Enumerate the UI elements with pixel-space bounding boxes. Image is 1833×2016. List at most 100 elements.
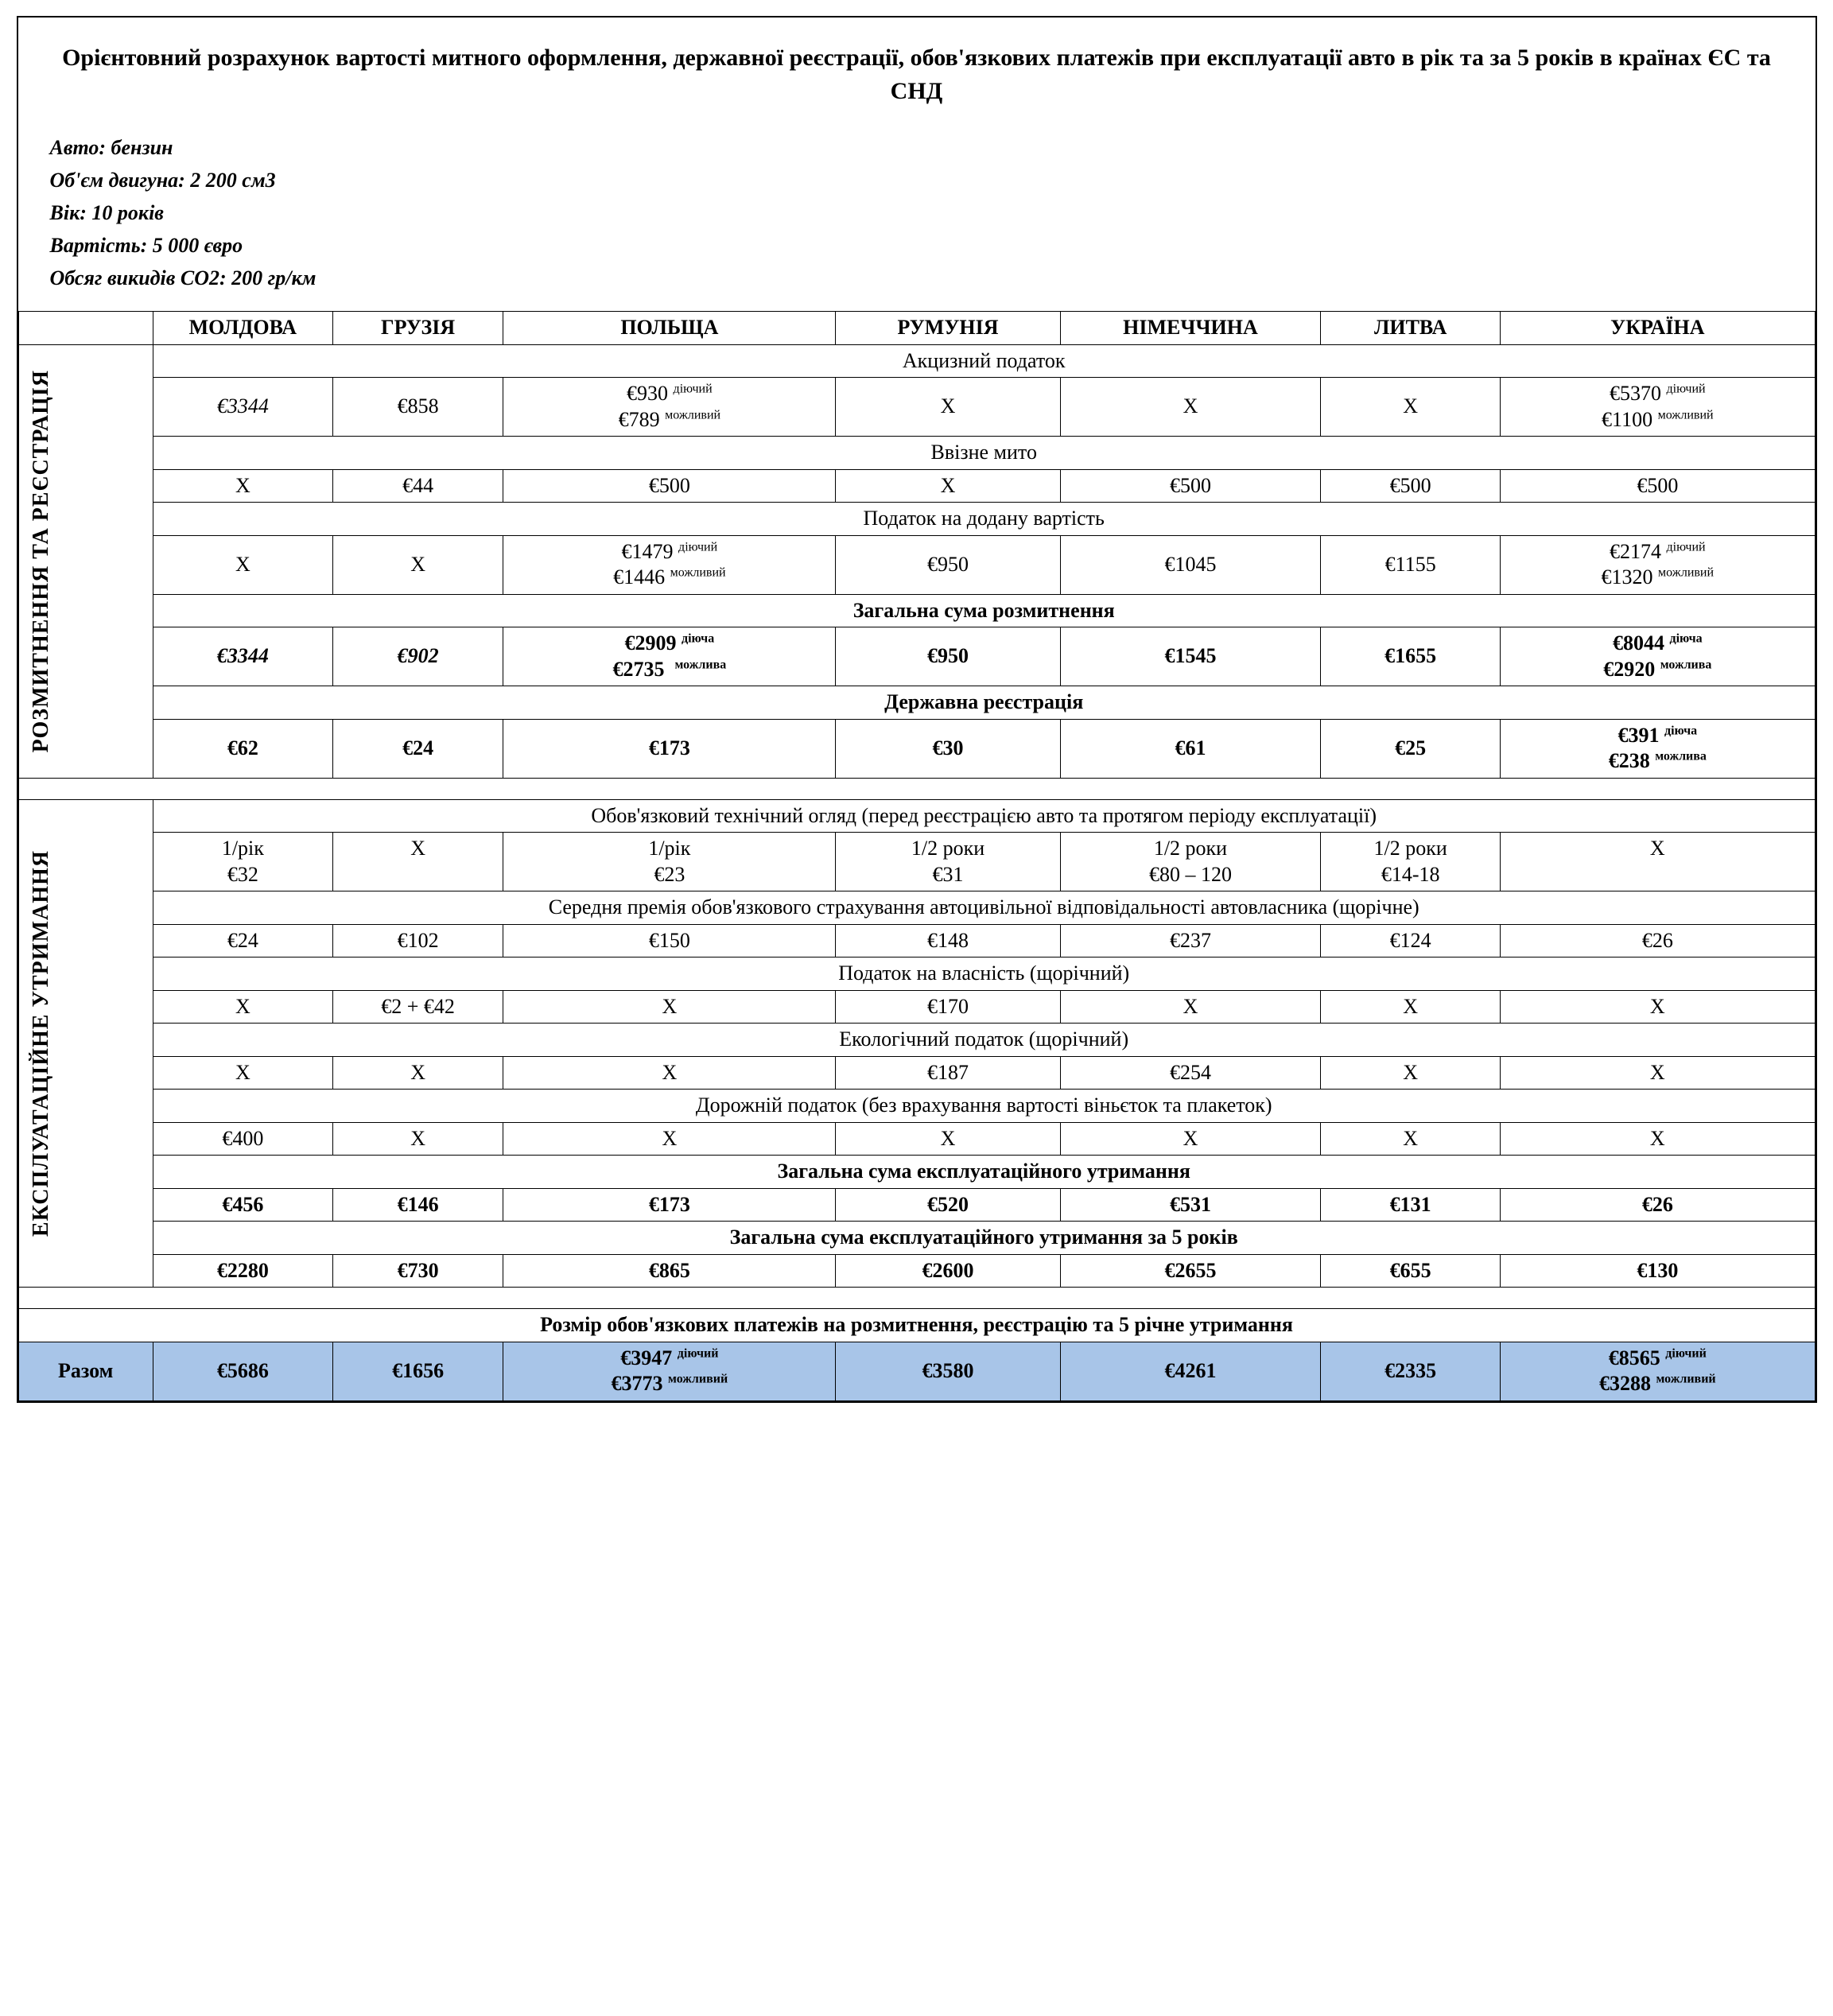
ins-pl: €150 (503, 924, 836, 958)
vat-ro: €950 (836, 535, 1060, 594)
vat-pl-b-sup: можливий (670, 565, 726, 579)
section1-label-text: РОЗМИТНЕННЯ ТА РЕЄСТРАЦІЯ (27, 370, 55, 752)
section2-label: ЕКСПЛУАТАЦІЙНЕ УТРИМАННЯ (18, 799, 153, 1288)
ctotal-ua-b: €2920 (1603, 658, 1655, 681)
ytotal-ro: €520 (836, 1188, 1060, 1222)
import-ua: €500 (1501, 469, 1815, 503)
vat-pl-a-sup: діючий (678, 540, 717, 554)
excise-pl: €930 діючий €789 можливий (503, 378, 836, 437)
excise-md: €3344 (153, 378, 332, 437)
final-row: Разом €5686 €1656 €3947 діючий €3773 мож… (18, 1342, 1815, 1400)
road-ua: Х (1501, 1122, 1815, 1156)
final-pl-a-sup: діючий (678, 1346, 719, 1360)
reg-ua: €391 діюча €238 можлива (1501, 719, 1815, 778)
vat-ua-b: €1320 (1602, 565, 1653, 588)
tech-de: 1/2 роки€80 – 120 (1060, 833, 1321, 891)
ins-header: Середня премія обов'язкового страхування… (153, 891, 1815, 925)
prop-lt: Х (1321, 990, 1501, 1024)
prop-ro: €170 (836, 990, 1060, 1024)
excise-ua-a: €5370 (1610, 382, 1661, 405)
vat-lt: €1155 (1321, 535, 1501, 594)
ytotal-ua: €26 (1501, 1188, 1815, 1222)
eco-ro: €187 (836, 1056, 1060, 1090)
t5-md: €2280 (153, 1254, 332, 1288)
final-label: Разом (18, 1342, 153, 1400)
header-block: Орієнтовний розрахунок вартості митного … (18, 17, 1816, 311)
total5-header-row: Загальна сума експлуатаційного утримання… (18, 1222, 1815, 1255)
vehicle-specs: Авто: бензин Об'єм двигуна: 2 200 см3 Ві… (50, 132, 1784, 293)
import-pl: €500 (503, 469, 836, 503)
spec-age: Вік: 10 років (50, 197, 1784, 228)
t5-ua: €130 (1501, 1254, 1815, 1288)
ctotal-ua-a: €8044 (1613, 631, 1664, 655)
ytotal-header-row: Загальна сума експлуатаційного утримання (18, 1156, 1815, 1189)
country-header-row: МОЛДОВА ГРУЗІЯ ПОЛЬЩА РУМУНІЯ НІМЕЧЧИНА … (18, 312, 1815, 345)
excise-lt: Х (1321, 378, 1501, 437)
section2-label-text: ЕКСПЛУАТАЦІЙНЕ УТРИМАННЯ (27, 850, 55, 1237)
vat-pl-a: €1479 (622, 540, 674, 563)
ctotal-pl-b: €2735 (612, 658, 664, 681)
tech-ge: Х (332, 833, 503, 891)
section1-label: РОЗМИТНЕННЯ ТА РЕЄСТРАЦІЯ (18, 344, 153, 778)
t5-de: €2655 (1060, 1254, 1321, 1288)
eco-header: Екологічний податок (щорічний) (153, 1024, 1815, 1057)
import-md: Х (153, 469, 332, 503)
document-title: Орієнтовний розрахунок вартості митного … (50, 41, 1784, 108)
excise-pl-b: €789 (619, 408, 660, 431)
vat-ua: €2174 діючий €1320 можливий (1501, 535, 1815, 594)
excise-ua: €5370 діючий €1100 можливий (1501, 378, 1815, 437)
final-lt: €2335 (1321, 1342, 1501, 1400)
vat-md: Х (153, 535, 332, 594)
import-de: €500 (1060, 469, 1321, 503)
vat-pl-b: €1446 (613, 565, 665, 588)
eco-pl: Х (503, 1056, 836, 1090)
vat-pl: €1479 діючий €1446 можливий (503, 535, 836, 594)
prop-header: Податок на власність (щорічний) (153, 958, 1815, 991)
ctotal-de: €1545 (1060, 627, 1321, 686)
prop-row: Х €2 + €42 Х €170 Х Х Х (18, 990, 1815, 1024)
ctotal-pl-b-sup: можлива (674, 658, 726, 671)
t5-lt: €655 (1321, 1254, 1501, 1288)
tech-de-b: €80 – 120 (1149, 863, 1232, 886)
ctotal-pl-a-sup: діюча (682, 631, 714, 645)
eco-de: €254 (1060, 1056, 1321, 1090)
customs-total-row: €3344 €902 €2909 діюча €2735 можлива €95… (18, 627, 1815, 686)
vat-ua-a-sup: діючий (1667, 540, 1706, 554)
road-de: Х (1060, 1122, 1321, 1156)
final-pl-b: €3773 (612, 1372, 663, 1395)
ins-de: €237 (1060, 924, 1321, 958)
ytotal-md: €456 (153, 1188, 332, 1222)
road-header-row: Дорожній податок (без врахування вартост… (18, 1090, 1815, 1123)
final-ro: €3580 (836, 1342, 1060, 1400)
ctotal-ro: €950 (836, 627, 1060, 686)
spacer-1 (18, 778, 1815, 799)
excise-row: €3344 €858 €930 діючий €789 можливий Х Х… (18, 378, 1815, 437)
import-header-row: Ввізне мито (18, 437, 1815, 470)
ctotal-ua-a-sup: діюча (1669, 631, 1702, 645)
tech-pl: 1/рік€23 (503, 833, 836, 891)
ytotal-row: €456 €146 €173 €520 €531 €131 €26 (18, 1188, 1815, 1222)
excise-header-row: РОЗМИТНЕННЯ ТА РЕЄСТРАЦІЯ Акцизний подат… (18, 344, 1815, 378)
country-md: МОЛДОВА (153, 312, 332, 345)
tech-md-b: €32 (227, 863, 258, 886)
road-md: €400 (153, 1122, 332, 1156)
vat-de: €1045 (1060, 535, 1321, 594)
excise-de: Х (1060, 378, 1321, 437)
spec-price: Вартість: 5 000 євро (50, 230, 1784, 261)
ins-ua: €26 (1501, 924, 1815, 958)
prop-md: Х (153, 990, 332, 1024)
ctotal-ua-b-sup: можлива (1660, 658, 1712, 671)
vat-row: Х Х €1479 діючий €1446 можливий €950 €10… (18, 535, 1815, 594)
final-ua-b: €3288 (1599, 1372, 1651, 1395)
reg-ua-b-sup: можлива (1655, 749, 1707, 763)
eco-header-row: Екологічний податок (щорічний) (18, 1024, 1815, 1057)
prop-de: Х (1060, 990, 1321, 1024)
final-ua-a-sup: діючий (1665, 1346, 1707, 1360)
road-ge: Х (332, 1122, 503, 1156)
eco-ua: Х (1501, 1056, 1815, 1090)
tech-pl-a: 1/рік (648, 837, 690, 860)
spacer-2 (18, 1288, 1815, 1309)
country-ge: ГРУЗІЯ (332, 312, 503, 345)
spec-engine: Об'єм двигуна: 2 200 см3 (50, 165, 1784, 196)
ytotal-de: €531 (1060, 1188, 1321, 1222)
